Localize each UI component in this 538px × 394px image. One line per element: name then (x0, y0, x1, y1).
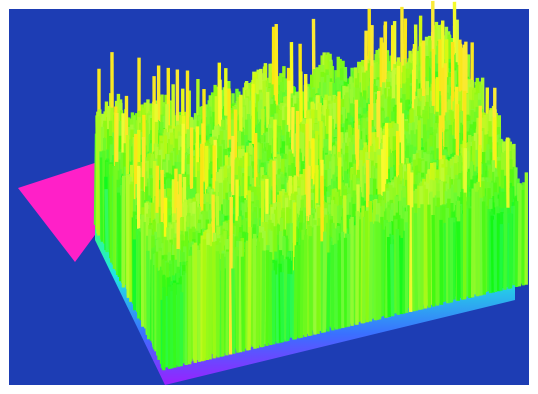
surface-spike (134, 239, 135, 310)
page: (() => { JSON.parse(document.getElementB… (0, 0, 538, 394)
surface-spike (128, 176, 129, 298)
surface-image (0, 0, 538, 394)
surface-spike (101, 157, 102, 241)
surface-spike (106, 189, 107, 252)
surface-spike (111, 164, 112, 263)
